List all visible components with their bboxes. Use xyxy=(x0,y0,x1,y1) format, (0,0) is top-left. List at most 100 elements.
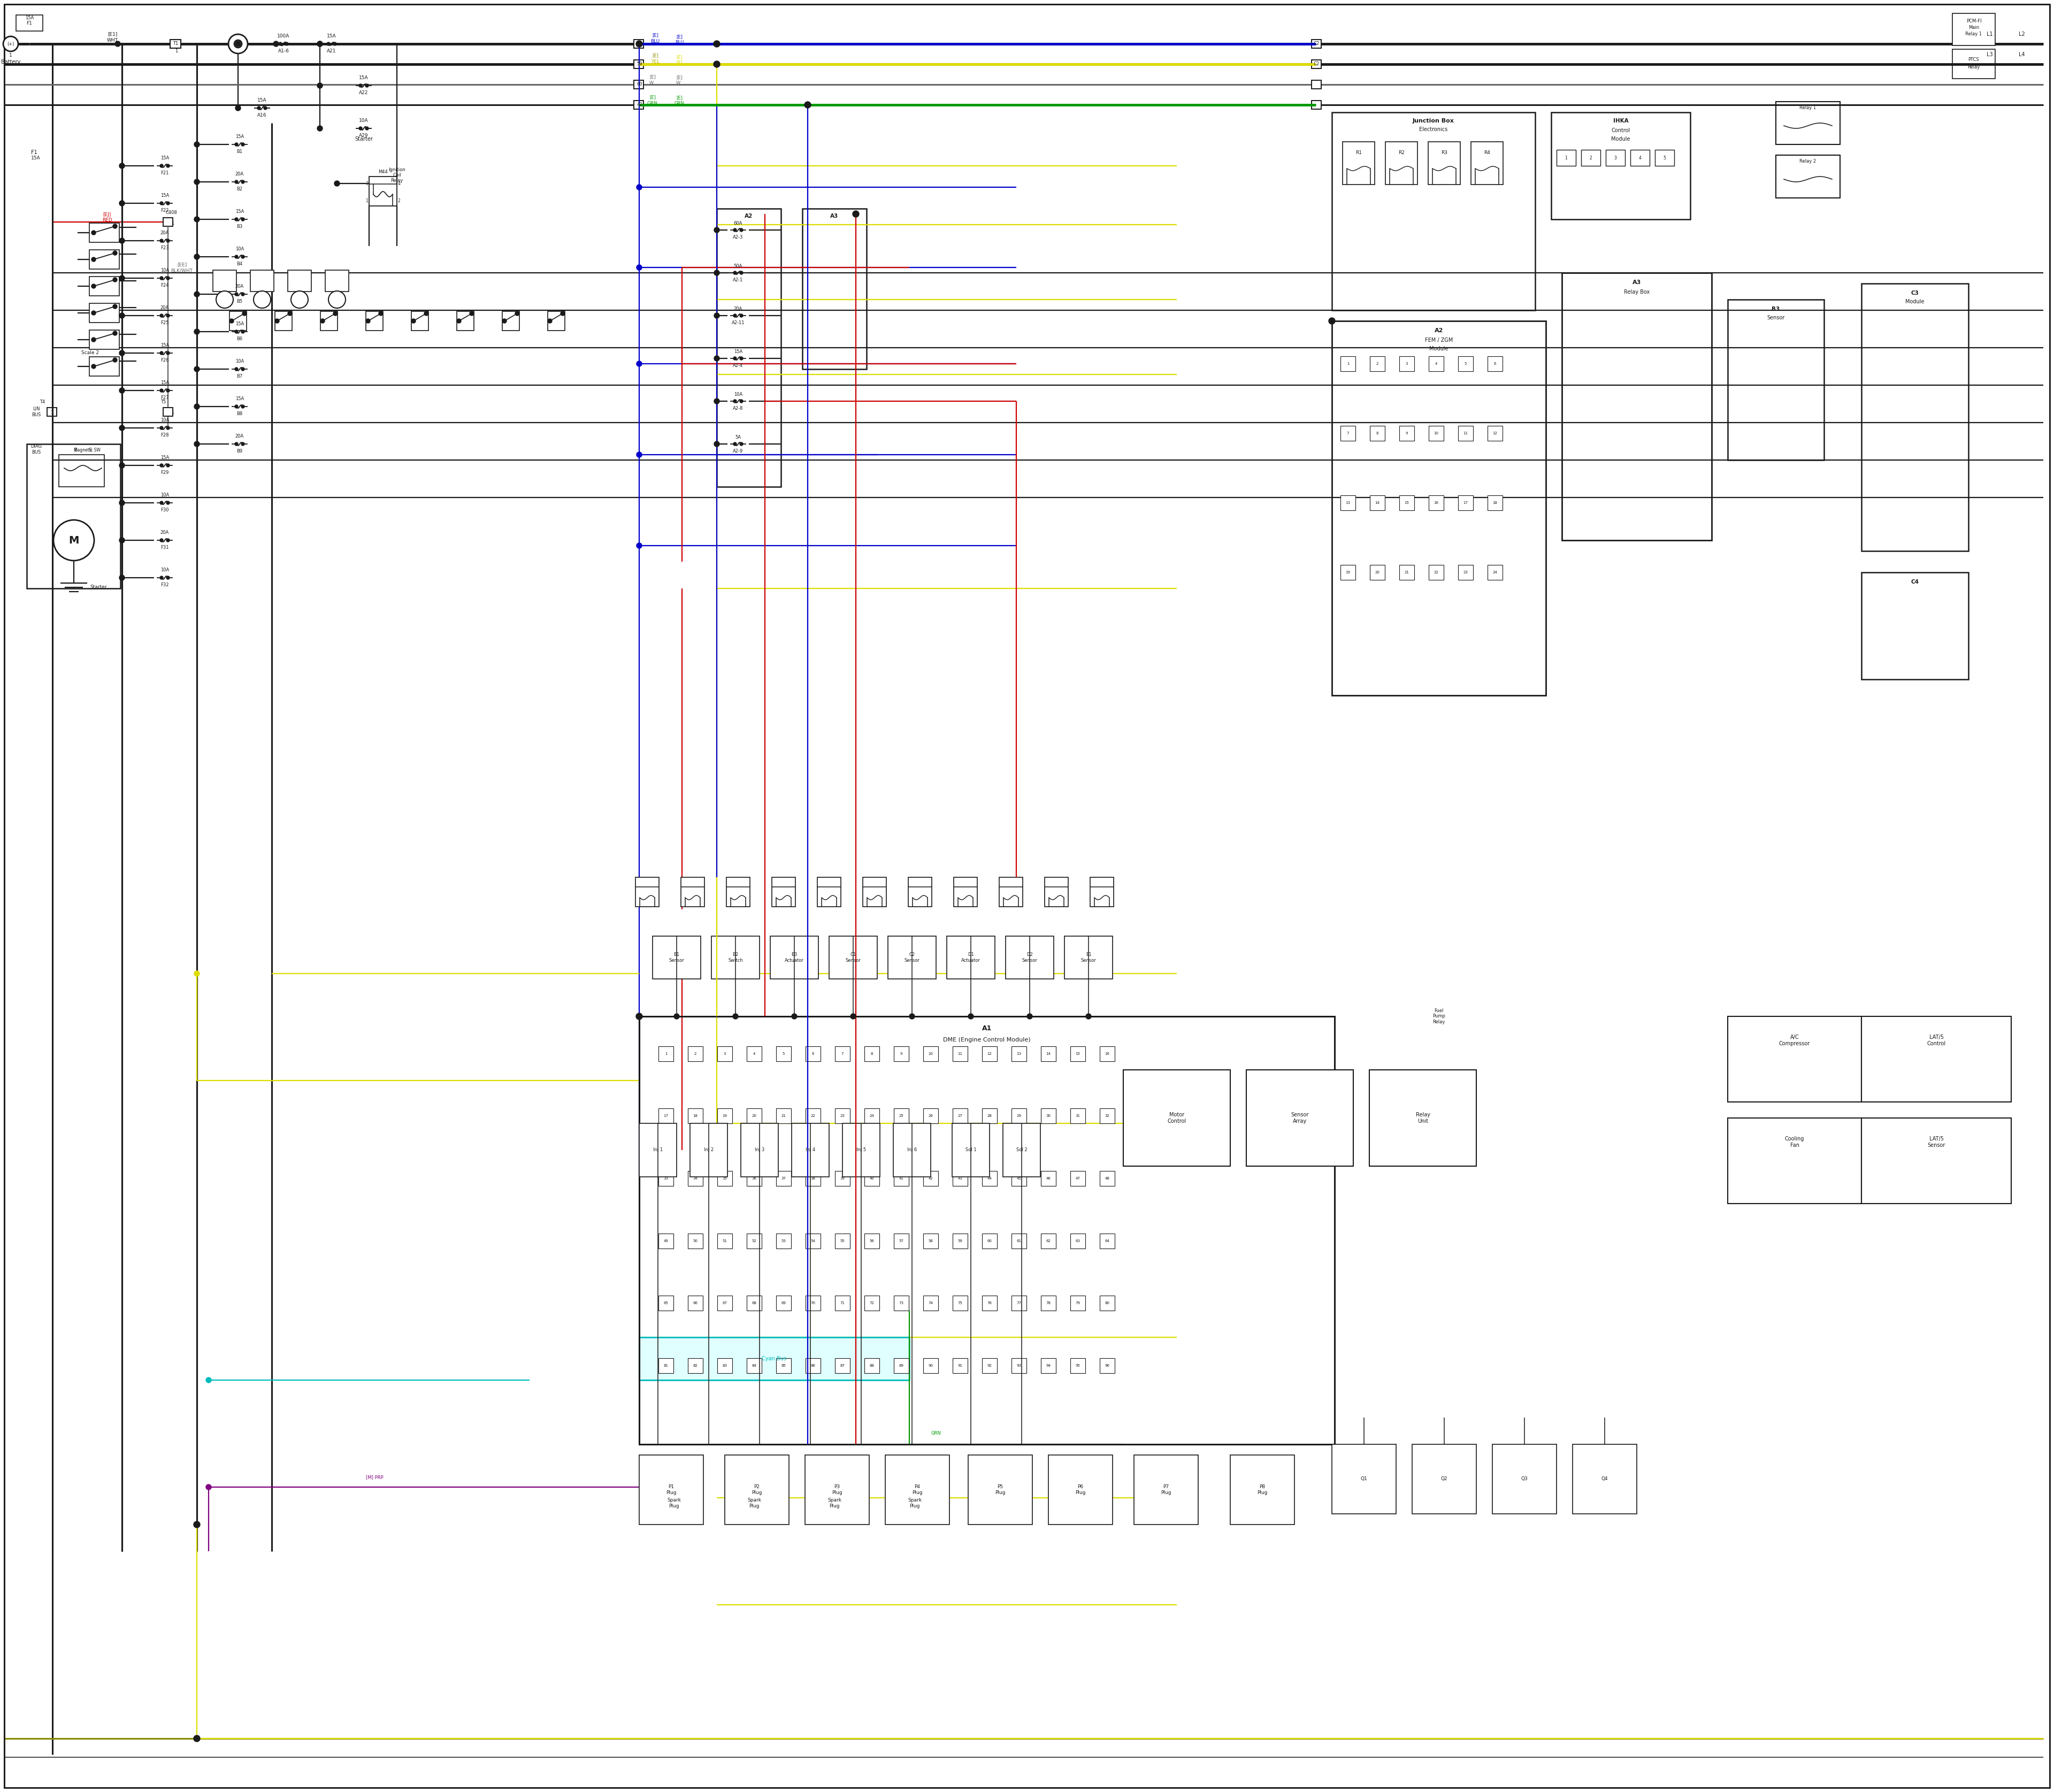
Circle shape xyxy=(240,217,244,220)
Text: GRN: GRN xyxy=(930,1432,941,1435)
Circle shape xyxy=(92,258,97,262)
Text: Spark
Plug: Spark Plug xyxy=(748,1498,762,1509)
Bar xyxy=(776,1358,791,1373)
Text: 20A: 20A xyxy=(160,306,168,310)
Bar xyxy=(1384,142,1417,185)
Circle shape xyxy=(316,41,322,47)
Circle shape xyxy=(193,1735,199,1742)
Circle shape xyxy=(119,425,125,430)
Circle shape xyxy=(166,351,170,355)
Text: 66: 66 xyxy=(692,1301,698,1305)
Circle shape xyxy=(637,543,641,548)
Text: Module: Module xyxy=(1610,136,1631,142)
Text: 35: 35 xyxy=(723,1177,727,1181)
Bar xyxy=(170,39,181,48)
Bar xyxy=(953,1124,990,1177)
Text: F21: F21 xyxy=(160,170,168,176)
Text: 4: 4 xyxy=(1436,362,1438,366)
Circle shape xyxy=(411,319,415,323)
Circle shape xyxy=(240,143,244,145)
Circle shape xyxy=(333,43,337,45)
Bar xyxy=(1070,1170,1085,1186)
Bar xyxy=(776,1170,791,1186)
Bar xyxy=(717,208,781,487)
Text: 8: 8 xyxy=(871,1052,873,1055)
Bar xyxy=(1313,39,1321,48)
Text: 18: 18 xyxy=(1493,502,1497,504)
Text: IHKA: IHKA xyxy=(1612,118,1629,124)
Bar xyxy=(1011,1358,1027,1373)
Text: Junction Box: Junction Box xyxy=(1413,118,1454,124)
Bar xyxy=(1313,59,1321,68)
Bar xyxy=(1099,1296,1115,1310)
Bar xyxy=(1430,426,1444,441)
Bar xyxy=(865,1170,879,1186)
Text: 10A: 10A xyxy=(160,269,168,272)
Text: PTCS: PTCS xyxy=(1968,57,1980,63)
Bar xyxy=(1487,357,1504,371)
Text: 3: 3 xyxy=(1405,362,1407,366)
Text: 64: 64 xyxy=(1105,1240,1109,1242)
Circle shape xyxy=(160,165,162,167)
Text: RED: RED xyxy=(103,219,113,222)
Text: B3: B3 xyxy=(236,224,242,229)
Text: 73: 73 xyxy=(900,1301,904,1305)
Text: A2-3: A2-3 xyxy=(733,235,744,240)
Text: Cooling
Fan: Cooling Fan xyxy=(1785,1136,1803,1149)
Text: Scale 2: Scale 2 xyxy=(80,351,99,355)
Bar xyxy=(836,1233,850,1249)
Text: 79: 79 xyxy=(1076,1301,1080,1305)
Circle shape xyxy=(119,351,125,357)
Circle shape xyxy=(193,1521,199,1529)
Bar xyxy=(922,1296,939,1310)
Text: GRN: GRN xyxy=(647,100,657,106)
Bar xyxy=(1861,572,1968,679)
Text: 31: 31 xyxy=(1076,1115,1080,1118)
Text: 13: 13 xyxy=(1017,1052,1021,1055)
Text: 10: 10 xyxy=(1434,432,1438,435)
Text: B3: B3 xyxy=(1773,306,1781,312)
Bar xyxy=(748,1358,762,1373)
Bar xyxy=(982,1047,996,1061)
Text: F28: F28 xyxy=(160,434,168,437)
Text: LAT/5
Control: LAT/5 Control xyxy=(1927,1034,1945,1047)
Text: 23: 23 xyxy=(840,1115,844,1118)
Bar xyxy=(1134,1455,1197,1525)
Text: 62: 62 xyxy=(1045,1240,1052,1242)
Bar xyxy=(893,1047,908,1061)
Text: 8: 8 xyxy=(1376,432,1378,435)
Circle shape xyxy=(273,41,279,47)
Text: 15: 15 xyxy=(1405,502,1409,504)
Circle shape xyxy=(166,165,170,167)
Bar xyxy=(1099,1109,1115,1124)
Text: A2-4: A2-4 xyxy=(733,364,744,367)
Circle shape xyxy=(713,61,721,68)
Text: 10A: 10A xyxy=(733,392,741,396)
Circle shape xyxy=(279,43,281,45)
Circle shape xyxy=(234,443,238,446)
Text: Battery: Battery xyxy=(0,59,21,65)
Text: 9: 9 xyxy=(900,1052,902,1055)
Bar xyxy=(836,1109,850,1124)
Text: 93: 93 xyxy=(1017,1364,1021,1367)
Bar xyxy=(893,1170,908,1186)
Text: [M] PRP: [M] PRP xyxy=(366,1475,384,1480)
Text: 15A: 15A xyxy=(236,323,244,326)
Text: DIAG
BUS: DIAG BUS xyxy=(31,444,41,455)
Text: 5: 5 xyxy=(1664,156,1666,159)
Circle shape xyxy=(257,106,261,109)
Bar xyxy=(1727,299,1824,461)
Circle shape xyxy=(195,179,199,185)
Circle shape xyxy=(739,228,744,231)
Bar xyxy=(717,1047,733,1061)
Bar xyxy=(893,1233,908,1249)
Bar xyxy=(370,177,396,206)
Bar xyxy=(711,935,760,978)
Text: L3: L3 xyxy=(1986,52,1992,57)
Text: F30: F30 xyxy=(160,507,168,513)
Circle shape xyxy=(240,292,244,296)
Text: 90: 90 xyxy=(928,1364,933,1367)
Text: 5: 5 xyxy=(1465,362,1467,366)
Text: 3: 3 xyxy=(723,1052,725,1055)
Text: 22: 22 xyxy=(811,1115,815,1118)
